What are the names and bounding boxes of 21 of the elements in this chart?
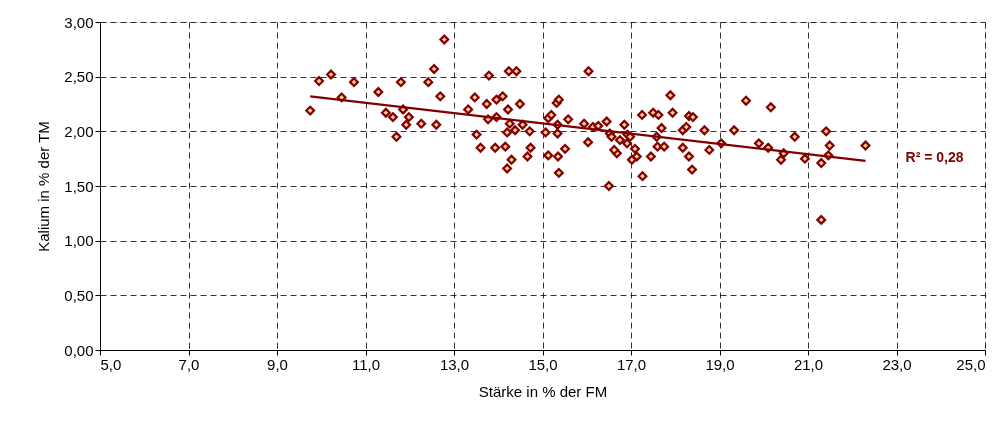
x-axis-title: Stärke in % der FM — [478, 382, 608, 400]
annotation: R² = 0,28 — [905, 148, 964, 165]
y-tick-label: 1,00 — [64, 232, 94, 250]
y-tick-label: 2,50 — [64, 68, 94, 86]
y-tick-label: 3,00 — [64, 13, 94, 31]
x-tick-label: 5,0 — [100, 355, 122, 373]
x-tick-label: 13,0 — [439, 355, 470, 373]
x-tick-label: 15,0 — [528, 355, 558, 373]
x-tick-label: 17,0 — [616, 355, 647, 373]
y-axis-title: Kalium in % der TM — [35, 121, 53, 252]
x-tick-label: 7,0 — [178, 355, 200, 373]
y-tick-label: 2,00 — [64, 122, 94, 140]
x-tick-label: 25,0 — [956, 355, 986, 373]
y-tick-label: 0,00 — [64, 341, 94, 359]
y-tick-label: 0,50 — [64, 286, 94, 304]
x-tick-label: 9,0 — [267, 355, 288, 373]
y-tick-label: 1,50 — [64, 177, 94, 195]
x-tick-label: 21,0 — [793, 355, 824, 373]
x-tick-label: 11,0 — [351, 355, 381, 373]
x-tick-label: 23,0 — [882, 355, 912, 373]
x-tick-label: 19,0 — [705, 355, 735, 373]
